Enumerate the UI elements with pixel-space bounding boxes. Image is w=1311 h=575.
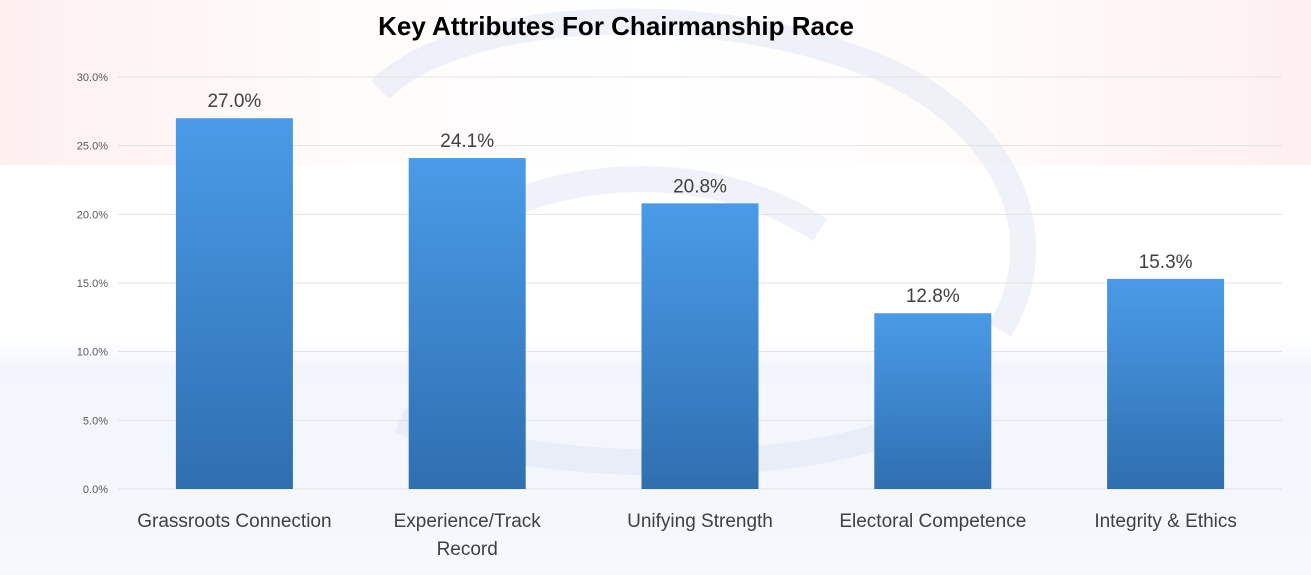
data-label: 15.3% <box>1139 252 1193 273</box>
chart-title: Key Attributes For Chairmanship Race <box>378 11 854 41</box>
x-tick-label: Integrity & Ethics <box>1094 511 1237 532</box>
bar <box>641 203 759 489</box>
x-tick-label: Experience/Track Record <box>394 511 542 560</box>
y-tick-label: 30.0% <box>77 72 108 84</box>
bar <box>1107 278 1225 489</box>
x-tick-label: Unifying Strength <box>627 511 773 532</box>
x-tick-label: Electoral Competence <box>839 511 1026 532</box>
x-tick-label: Grassroots Connection <box>137 511 331 532</box>
bar <box>408 158 526 489</box>
y-tick-label: 25.0% <box>77 141 108 153</box>
y-tick-label: 10.0% <box>77 347 108 359</box>
data-label: 27.0% <box>207 91 261 112</box>
bar <box>175 118 293 489</box>
y-tick-label: 15.0% <box>77 278 108 290</box>
data-label: 12.8% <box>906 286 960 307</box>
y-tick-label: 20.0% <box>77 209 108 221</box>
data-label: 20.8% <box>673 176 727 197</box>
y-tick-label: 5.0% <box>83 415 108 427</box>
data-label: 24.1% <box>440 131 494 152</box>
y-tick-label: 0.0% <box>83 484 108 496</box>
bar <box>874 313 992 489</box>
